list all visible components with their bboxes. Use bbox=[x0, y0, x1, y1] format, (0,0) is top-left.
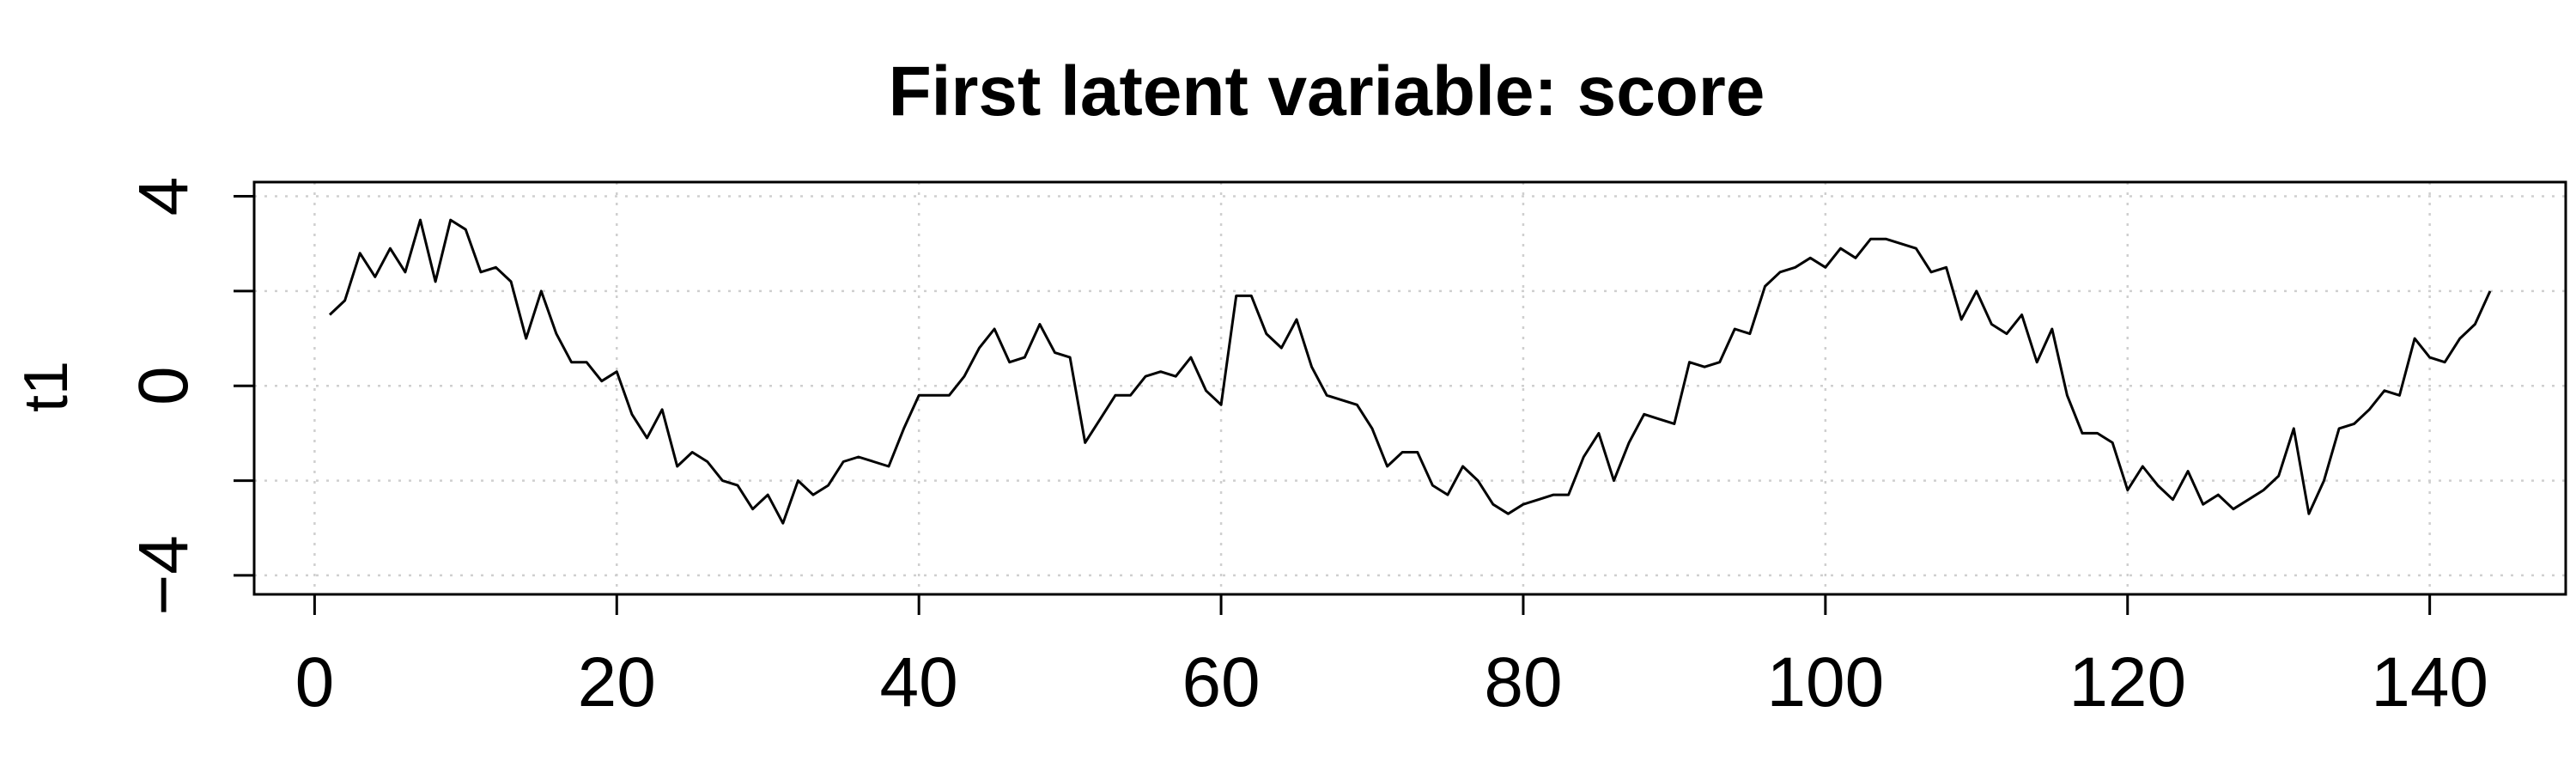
y-tick-label-0: 0 bbox=[125, 366, 203, 405]
x-tick-label-80: 80 bbox=[1484, 643, 1562, 721]
x-tick-label-40: 40 bbox=[880, 643, 958, 721]
x-tick-label-140: 140 bbox=[2371, 643, 2488, 721]
y-axis-label: t1 bbox=[12, 361, 81, 412]
series-layer bbox=[328, 218, 2492, 525]
series-line-1 bbox=[328, 218, 2492, 525]
x-axis: 0 20 40 60 80 100 120 140 bbox=[295, 594, 2488, 721]
x-tick-label-20: 20 bbox=[578, 643, 656, 721]
chart-title: First latent variable: score bbox=[889, 52, 1765, 131]
plot-frame bbox=[252, 180, 2567, 596]
y-tick-label-4: 4 bbox=[125, 177, 203, 216]
x-tick-label-0: 0 bbox=[295, 643, 335, 721]
y-tick-label-neg4: −4 bbox=[125, 535, 203, 616]
y-axis: −4 0 4 bbox=[125, 177, 254, 616]
x-tick-label-120: 120 bbox=[2069, 643, 2186, 721]
x-tick-label-60: 60 bbox=[1182, 643, 1260, 721]
x-tick-label-100: 100 bbox=[1766, 643, 1884, 721]
grid-layer bbox=[254, 182, 2566, 594]
